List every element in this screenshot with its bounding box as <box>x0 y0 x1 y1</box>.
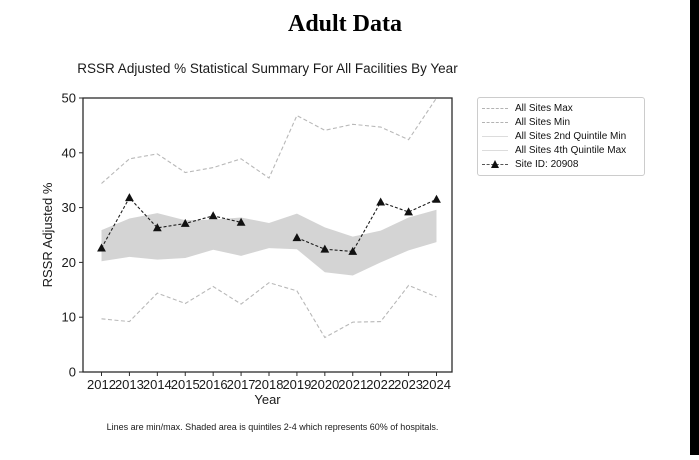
x-tick-label: 2013 <box>115 377 144 392</box>
plot-border <box>82 97 453 373</box>
x-tick-label: 2014 <box>143 377 172 392</box>
legend-item: All Sites Min <box>482 115 640 129</box>
legend-item-label: All Sites Max <box>515 102 573 114</box>
y-tick-label: 0 <box>69 365 76 380</box>
x-tick-label: 2015 <box>171 377 200 392</box>
y-tick-label: 40 <box>62 145 76 160</box>
y-tick-label: 10 <box>62 310 76 325</box>
y-tick-label: 30 <box>62 200 76 215</box>
series-line <box>296 198 437 253</box>
x-tick-label: 2021 <box>338 377 367 392</box>
triangle-marker-icon <box>292 233 302 242</box>
dashed-line-sample-icon <box>482 121 508 123</box>
triangle-marker-icon <box>180 218 190 227</box>
legend-item-label: All Sites 2nd Quintile Min <box>515 130 627 142</box>
legend: All Sites Max All Sites Min All Sites 2n… <box>477 97 645 176</box>
triangle-marker-icon <box>404 207 413 216</box>
x-tick-label: 2012 <box>87 377 116 392</box>
series-line <box>101 282 437 339</box>
triangle-marker-icon <box>432 194 441 203</box>
x-tick-label: 2018 <box>255 377 284 392</box>
light-line-sample-icon <box>482 135 508 137</box>
series-line <box>101 196 242 249</box>
legend-item-label: All Sites 4th Quintile Max <box>515 145 627 157</box>
x-tick-label: 2023 <box>394 377 423 392</box>
legend-item: All Sites 2nd Quintile Min <box>482 129 640 143</box>
chart-title: RSSR Adjusted % Statistical Summary For … <box>77 61 458 76</box>
x-tick-label: 2019 <box>282 377 311 392</box>
y-tick-label: 20 <box>62 255 76 270</box>
dashed-line-sample-icon <box>482 107 508 109</box>
triangle-marker-icon <box>208 211 218 220</box>
y-axis-label: RSSR Adjusted % <box>40 182 55 287</box>
triangle-icon <box>491 160 499 169</box>
right-black-bar <box>690 0 699 455</box>
y-tick-label: 50 <box>62 91 76 106</box>
triangle-marker-icon <box>97 243 106 252</box>
triangle-marker-icon <box>348 246 358 255</box>
x-tick-label: 2017 <box>227 377 256 392</box>
legend-item-label: All Sites Min <box>515 116 571 128</box>
triangle-marker-icon <box>152 223 162 232</box>
x-tick-label: 2024 <box>422 377 451 392</box>
triangle-marker-sample-icon <box>482 160 508 169</box>
light-line-sample-icon <box>482 150 508 152</box>
quintile-band <box>101 209 437 276</box>
page-title: Adult Data <box>287 11 402 37</box>
x-axis-label: Year <box>254 392 281 407</box>
chart-footnote: Lines are min/max. Shaded area is quinti… <box>106 422 439 432</box>
x-tick-label: 2016 <box>199 377 228 392</box>
series-line <box>101 97 437 184</box>
x-tick-label: 2020 <box>310 377 339 392</box>
triangle-marker-icon <box>376 197 386 206</box>
legend-item-label: Site ID: 20908 <box>515 159 579 171</box>
plot-svg: 2012201320142015201620172018201920202021… <box>40 91 453 407</box>
legend-item: All Sites 4th Quintile Max <box>482 144 640 158</box>
triangle-marker-icon <box>236 217 246 226</box>
triangle-marker-icon <box>320 244 330 253</box>
triangle-marker-icon <box>125 193 134 202</box>
legend-item: All Sites Max <box>482 101 640 115</box>
x-tick-label: 2022 <box>366 377 395 392</box>
legend-item: Site ID: 20908 <box>482 158 640 172</box>
